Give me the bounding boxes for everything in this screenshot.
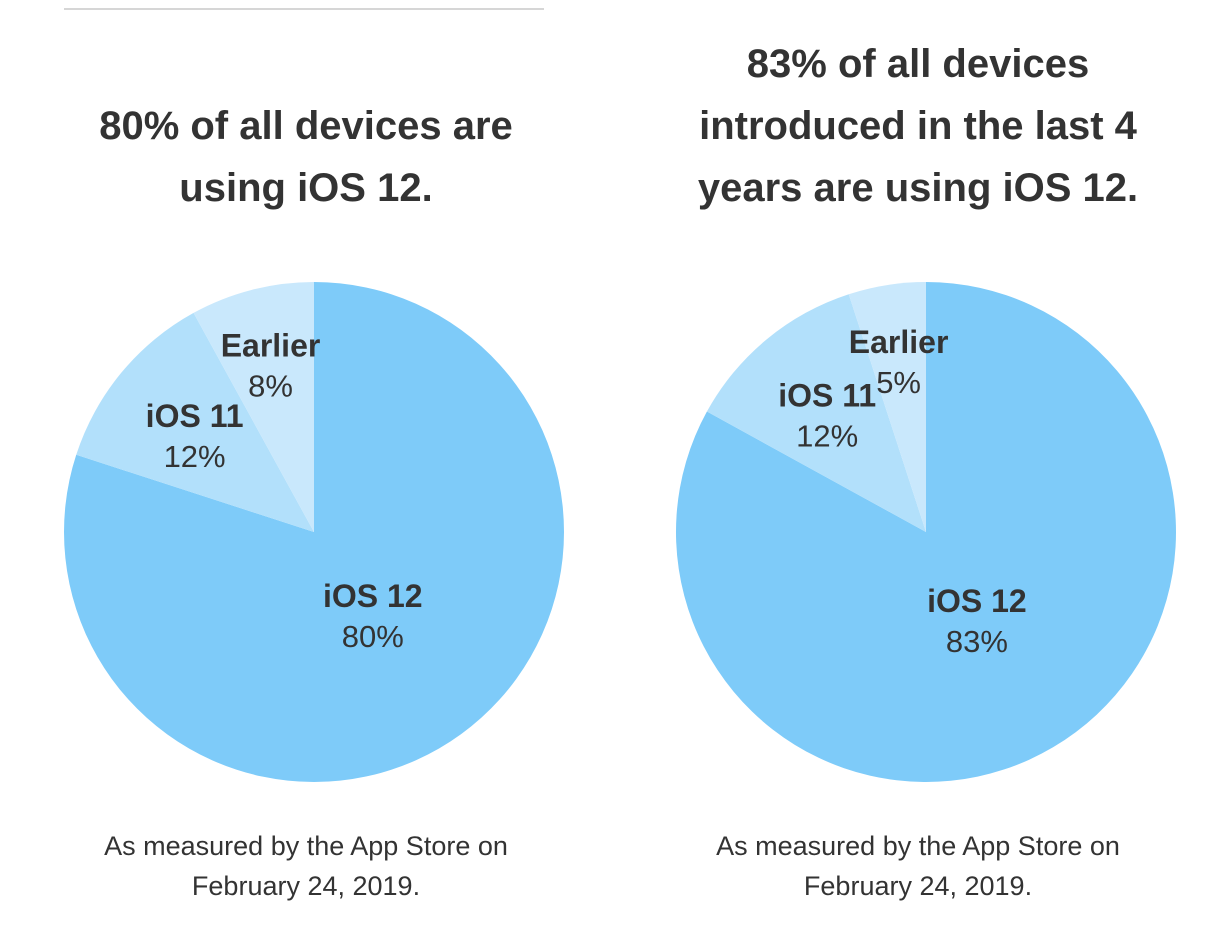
chart-footnote: As measured by the App Store on February… — [638, 826, 1198, 906]
chart-title-line: 83% of all devices — [746, 42, 1090, 86]
chart-title-line: 80% of all devices are — [99, 104, 513, 148]
footnote-line: As measured by the App Store on — [716, 831, 1120, 861]
pie-slice-earlier — [193, 282, 314, 532]
chart-title: 80% of all devices are using iOS 12. — [46, 95, 566, 219]
slice-label-name: iOS 12 — [927, 583, 1027, 619]
slice-label-value: 83% — [946, 624, 1008, 659]
pie-slice-ios-12 — [675, 282, 1176, 782]
pie-slice-ios-12 — [64, 282, 565, 782]
slice-label-name: iOS 12 — [323, 578, 423, 614]
slice-label-value: 8% — [248, 369, 293, 404]
footnote-line: February 24, 2019. — [803, 871, 1033, 901]
slice-label-name: Earlier — [849, 324, 949, 360]
footnote-line: As measured by the App Store on — [104, 831, 508, 861]
chart-title-line: years are using iOS 12. — [697, 166, 1139, 210]
slice-label-value: 12% — [164, 439, 226, 474]
pie-slice-ios-11 — [76, 312, 315, 532]
pie-chart-recent-devices: iOS 12 83% iOS 11 12% Earlier 5% — [675, 282, 1176, 782]
chart-panel-all-devices: 80% of all devices are using iOS 12. iOS… — [26, 95, 586, 906]
chart-title-line: using iOS 12. — [179, 166, 433, 210]
chart-title: 83% of all devices introduced in the las… — [658, 33, 1178, 219]
chart-panel-recent-devices: 83% of all devices introduced in the las… — [612, 0, 1224, 952]
slice-label-name: Earlier — [221, 328, 321, 364]
slice-label-name: iOS 11 — [146, 398, 244, 434]
chart-footnote: As measured by the App Store on February… — [26, 826, 586, 906]
pie-slice-ios-11 — [706, 294, 926, 532]
pie-slice-earlier — [848, 282, 926, 532]
slice-label-value: 5% — [876, 365, 921, 400]
pie-chart-all-devices: iOS 12 80% iOS 11 12% Earlier 8% — [64, 282, 565, 782]
slice-label-name: iOS 11 — [778, 378, 876, 414]
top-divider — [64, 8, 544, 10]
slice-label-value: 12% — [796, 419, 858, 454]
chart-title-line: introduced in the last 4 — [699, 104, 1137, 148]
footnote-line: February 24, 2019. — [191, 871, 421, 901]
slice-label-value: 80% — [342, 619, 404, 654]
